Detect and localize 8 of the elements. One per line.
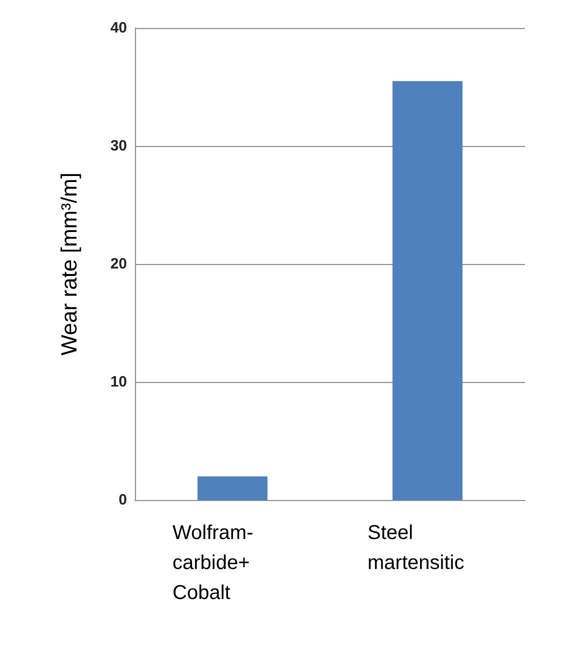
x-tick-label: Steel martensitic <box>368 522 464 574</box>
y-tick-label: 20 <box>110 256 127 272</box>
y-tick-label: 10 <box>110 374 127 390</box>
y-tick-label: 40 <box>110 20 127 36</box>
y-tick-label: 30 <box>110 138 127 154</box>
y-tick-label: 0 <box>118 492 127 508</box>
y-axis-title: Wear rate [mm³/m] <box>56 172 82 356</box>
x-tick-label: Wolfram- carbide+ Cobalt <box>172 522 254 604</box>
